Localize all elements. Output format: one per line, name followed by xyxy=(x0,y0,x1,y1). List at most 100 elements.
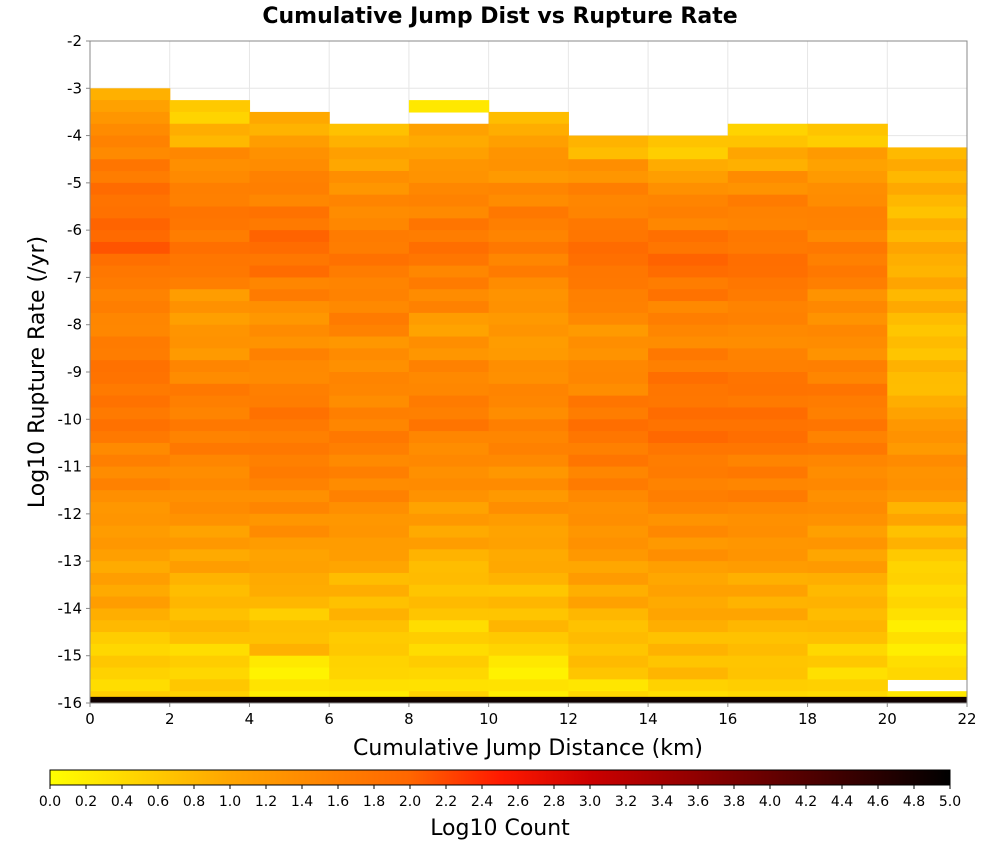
heatmap-cell xyxy=(329,277,410,290)
heatmap-cell-bottom-row xyxy=(90,696,967,703)
heatmap-cell xyxy=(488,584,569,598)
heatmap-cell xyxy=(169,620,251,633)
heatmap-cell xyxy=(408,277,490,290)
heatmap-cell xyxy=(90,667,171,680)
heatmap-cell xyxy=(488,490,569,503)
heatmap-cell xyxy=(568,478,649,491)
heatmap-cell xyxy=(807,596,888,610)
heatmap-cell xyxy=(488,679,569,692)
heatmap-cell xyxy=(329,159,410,172)
heatmap-cell xyxy=(648,135,729,148)
heatmap-cell xyxy=(329,336,410,349)
x-tick-label: 12 xyxy=(559,710,578,728)
heatmap-cell xyxy=(169,135,251,148)
heatmap-cell xyxy=(568,348,649,361)
heatmap-cell xyxy=(807,667,888,680)
heatmap-cell xyxy=(408,691,490,698)
heatmap-cell xyxy=(568,241,649,255)
heatmap-cell xyxy=(807,490,888,503)
heatmap-cell xyxy=(90,584,171,598)
heatmap-cell xyxy=(90,395,171,409)
heatmap-cell xyxy=(90,431,171,444)
heatmap-cell xyxy=(887,182,968,196)
heatmap-cell xyxy=(90,324,171,338)
heatmap-cell xyxy=(807,241,888,255)
heatmap-cell xyxy=(169,348,251,361)
heatmap-cell xyxy=(488,466,569,479)
heatmap-cell xyxy=(488,667,569,680)
heatmap-cell xyxy=(329,324,410,338)
heatmap-cell xyxy=(90,632,171,645)
heatmap-cell xyxy=(887,419,968,432)
heatmap-cell xyxy=(727,171,809,184)
heatmap-cell xyxy=(329,454,410,468)
heatmap-cell xyxy=(727,608,809,621)
heatmap-cell xyxy=(90,537,171,550)
y-axis-label: Log10 Rupture Rate (/yr) xyxy=(25,236,50,508)
heatmap-cell xyxy=(408,442,490,456)
x-tick-label: 22 xyxy=(957,710,976,728)
heatmap-cell xyxy=(887,206,968,219)
heatmap-cell xyxy=(648,490,729,503)
heatmap-cell xyxy=(488,135,569,148)
heatmap-cell xyxy=(488,478,569,491)
heatmap-cell xyxy=(408,324,490,338)
heatmap-cell xyxy=(568,372,649,385)
heatmap-cell xyxy=(807,123,888,137)
heatmap-cell xyxy=(727,253,809,267)
heatmap-cell xyxy=(887,218,968,231)
heatmap-cell xyxy=(807,218,888,231)
heatmap-cell xyxy=(488,111,569,125)
heatmap-cell xyxy=(90,147,171,160)
heatmap-cell xyxy=(887,159,968,172)
heatmap-cell xyxy=(408,171,490,184)
heatmap-cell xyxy=(249,360,330,373)
heatmap-cell xyxy=(169,100,251,113)
colorbar-tick-label: 0.0 xyxy=(39,794,61,810)
heatmap-cell xyxy=(887,667,968,680)
heatmap-cell xyxy=(648,253,729,267)
heatmap-cell xyxy=(329,502,410,515)
heatmap-cell xyxy=(329,360,410,373)
heatmap-cell xyxy=(488,194,569,208)
heatmap-cell xyxy=(648,241,729,255)
heatmap-cell xyxy=(727,419,809,432)
heatmap-cell xyxy=(408,348,490,361)
heatmap-cell xyxy=(249,241,330,255)
heatmap-cell xyxy=(249,608,330,621)
heatmap-cell xyxy=(648,194,729,208)
colorbar-tick-label: 4.8 xyxy=(903,794,925,810)
heatmap-cell xyxy=(727,135,809,148)
heatmap-cell xyxy=(169,502,251,515)
x-tick-label: 16 xyxy=(718,710,737,728)
heatmap-cell xyxy=(807,679,888,692)
heatmap-cell xyxy=(488,383,569,397)
heatmap-cell xyxy=(329,608,410,621)
heatmap-cell xyxy=(169,206,251,219)
heatmap-cell xyxy=(249,620,330,633)
heatmap-cell xyxy=(90,419,171,432)
heatmap-cell xyxy=(169,419,251,432)
heatmap-cell xyxy=(887,324,968,338)
heatmap-cell xyxy=(329,655,410,669)
heatmap-cell xyxy=(807,537,888,550)
heatmap-cell xyxy=(488,372,569,385)
heatmap-cell xyxy=(648,632,729,645)
heatmap-cell xyxy=(648,454,729,468)
heatmap-cell xyxy=(90,88,171,101)
heatmap-cell xyxy=(329,584,410,598)
heatmap-cell xyxy=(648,312,729,326)
heatmap-cell xyxy=(408,206,490,219)
heatmap-cell xyxy=(727,525,809,539)
heatmap-cell xyxy=(887,691,968,698)
x-tick-label: 10 xyxy=(479,710,498,728)
heatmap-cell xyxy=(568,324,649,338)
heatmap-cell xyxy=(249,643,330,657)
y-tick-label: -13 xyxy=(58,552,83,570)
heatmap-cell xyxy=(90,277,171,290)
heatmap-cell xyxy=(408,194,490,208)
heatmap-cell xyxy=(568,490,649,503)
heatmap-cell xyxy=(249,147,330,160)
heatmap-cell xyxy=(408,490,490,503)
heatmap-cell xyxy=(169,265,251,279)
